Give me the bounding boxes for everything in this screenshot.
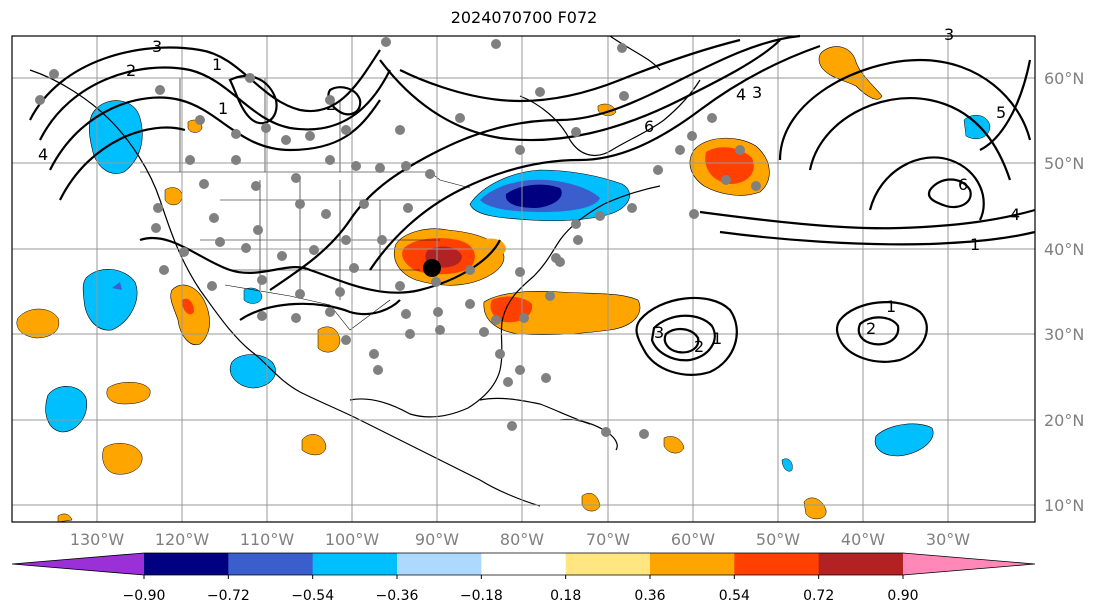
contour-label: 3 — [654, 323, 664, 342]
lat-label: 30°N — [1044, 325, 1084, 344]
colorbar-tick-label: −0.72 — [207, 588, 250, 604]
lat-label: 20°N — [1044, 411, 1084, 430]
height-contours — [29, 34, 1036, 376]
lon-label: 100°W — [325, 530, 380, 549]
map-frame — [11, 35, 1036, 523]
focus-station-marker — [423, 259, 441, 277]
contour-label: 4 — [38, 145, 48, 164]
longitude-labels: 130°W 120°W 110°W 100°W 90°W 80°W 70°W 6… — [70, 530, 970, 549]
colorbar-tick-label: −0.54 — [291, 588, 334, 604]
colorbar-tick-label: −0.36 — [376, 588, 419, 604]
contour-label: 6 — [958, 175, 968, 194]
lon-label: 90°W — [415, 530, 459, 549]
contour-label: 4 — [736, 85, 746, 104]
lon-label: 110°W — [240, 530, 295, 549]
latitude-labels: 60°N 50°N 40°N 30°N 20°N 10°N — [1044, 69, 1084, 515]
contour-label: 1 — [712, 329, 722, 348]
lon-label: 60°W — [671, 530, 715, 549]
contour-label: 3 — [752, 83, 762, 102]
lon-label: 80°W — [500, 530, 544, 549]
contour-label: 2 — [866, 319, 876, 338]
colorbar-tick-label: 0.36 — [634, 588, 665, 604]
station-markers — [35, 37, 761, 439]
contour-label: 5 — [996, 103, 1006, 122]
lat-label: 50°N — [1044, 154, 1084, 173]
colorbar-tick-label: 0.72 — [803, 588, 834, 604]
lon-label: 130°W — [70, 530, 125, 549]
contour-label: 1 — [212, 55, 222, 74]
contour-label: 6 — [644, 117, 654, 136]
contour-label: 1 — [970, 235, 980, 254]
colorbar-tick-label: 0.18 — [550, 588, 581, 604]
colorbar-tick-label: −0.90 — [123, 588, 166, 604]
weather-map: 3 2 1 4 3 2 1 6 4 3 5 6 4 1 1 2 3 2 1 — [11, 25, 1084, 549]
lon-label: 70°W — [586, 530, 630, 549]
lon-label: 30°W — [926, 530, 970, 549]
contour-label: 1 — [886, 297, 896, 316]
lat-label: 40°N — [1044, 240, 1084, 259]
lat-label: 60°N — [1044, 69, 1084, 88]
lon-label: 120°W — [155, 530, 210, 549]
contour-label: 3 — [944, 25, 954, 44]
contour-label: 1 — [218, 99, 228, 118]
contour-label: 4 — [1010, 205, 1020, 224]
colorbar-tick-label: 0.90 — [887, 588, 918, 604]
anomaly-shading — [16, 46, 991, 523]
lon-label: 40°W — [841, 530, 885, 549]
map-title: 2024070700 F072 — [450, 8, 598, 27]
lat-label: 10°N — [1044, 496, 1084, 515]
contour-label: 3 — [152, 37, 162, 56]
colorbar-tick-label: 0.54 — [719, 588, 750, 604]
contour-label: 2 — [126, 61, 136, 80]
colorbar-tick-label: −0.18 — [460, 588, 503, 604]
lon-label: 50°W — [756, 530, 800, 549]
contour-label: 2 — [694, 337, 704, 356]
